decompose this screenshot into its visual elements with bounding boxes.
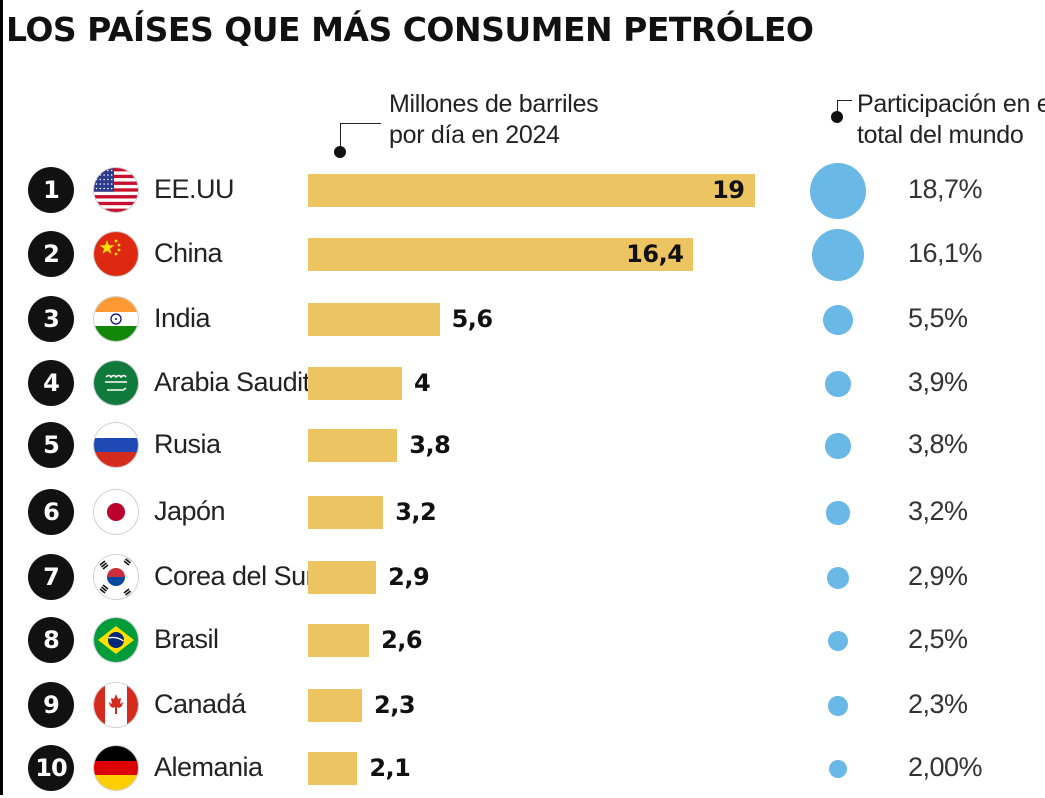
germany-flag-icon bbox=[94, 746, 138, 790]
bar-value-label: 3,8 bbox=[409, 431, 451, 459]
india-flag-icon bbox=[94, 297, 138, 341]
bar-mark bbox=[308, 752, 358, 785]
bar-value-label: 4 bbox=[414, 369, 431, 397]
rank-badge: 5 bbox=[28, 422, 74, 468]
share-value-label: 2,00% bbox=[908, 752, 983, 782]
table-row: 2 China 16,4 16,1% bbox=[0, 224, 1045, 284]
bar-mark bbox=[308, 496, 384, 529]
bar-label-line-1: Millones de barriles bbox=[389, 90, 599, 118]
share-bubble bbox=[826, 566, 850, 590]
country-name: Corea del Sur bbox=[154, 561, 315, 591]
bar-mark bbox=[308, 429, 398, 462]
bar-value-label: 2,6 bbox=[381, 626, 423, 654]
japan-flag-icon bbox=[94, 490, 138, 534]
country-name: EE.UU bbox=[154, 174, 235, 204]
bar-mark bbox=[308, 367, 402, 400]
share-bubble bbox=[810, 163, 866, 219]
country-name: Brasil bbox=[154, 624, 219, 654]
share-bubble bbox=[828, 696, 848, 716]
share-value-label: 3,9% bbox=[908, 367, 968, 397]
bar-value-label: 2,1 bbox=[369, 754, 411, 782]
us-flag-icon bbox=[94, 168, 138, 212]
bar-value-label: 2,3 bbox=[374, 691, 416, 719]
country-name: Japón bbox=[154, 496, 226, 526]
rank-badge: 3 bbox=[28, 296, 74, 342]
country-name: Rusia bbox=[154, 429, 221, 459]
share-bubble bbox=[828, 759, 848, 779]
table-row: 7 Corea del Sur 2,9 2,9% bbox=[0, 547, 1045, 607]
table-row: 4 Arabia Saudita 4 3,9% bbox=[0, 353, 1045, 413]
table-row: 5 Rusia 3,8 3,8% bbox=[0, 415, 1045, 475]
share-value-label: 2,3% bbox=[908, 689, 968, 719]
russia-flag-icon bbox=[94, 423, 138, 467]
share-bubble bbox=[812, 229, 864, 281]
left-border bbox=[0, 0, 3, 795]
bar-mark bbox=[308, 689, 363, 722]
rank-badge: 4 bbox=[28, 360, 74, 406]
share-label-dot bbox=[831, 111, 843, 123]
country-name: Alemania bbox=[154, 752, 263, 782]
table-row: 8 Brasil 2,6 2,5% bbox=[0, 610, 1045, 670]
table-row: 1 EE.UU 19 18,7% bbox=[0, 160, 1045, 220]
share-bubble bbox=[826, 501, 850, 525]
rank-badge: 10 bbox=[28, 745, 74, 791]
rank-badge: 7 bbox=[28, 554, 74, 600]
share-value-label: 5,5% bbox=[908, 303, 968, 333]
bar-label-dot bbox=[334, 146, 346, 158]
table-row: 10 Alemania 2,1 2,00% bbox=[0, 738, 1045, 798]
bar-label-leader bbox=[340, 123, 381, 154]
bar-value-label: 16,4 bbox=[626, 240, 684, 268]
country-name: China bbox=[154, 238, 223, 268]
saudi-arabia-flag-icon bbox=[94, 361, 138, 405]
country-name: India bbox=[154, 303, 211, 333]
bar-value-label: 5,6 bbox=[451, 305, 494, 333]
bar-value-label: 3,2 bbox=[395, 498, 437, 526]
rank-badge: 8 bbox=[28, 617, 74, 663]
share-label-leader bbox=[837, 100, 852, 119]
bar-mark bbox=[308, 624, 370, 657]
share-value-label: 3,8% bbox=[908, 429, 968, 459]
chart-title: LOS PAÍSES QUE MÁS CONSUMEN PETRÓLEO bbox=[6, 10, 814, 49]
share-label-line-2: total del mundo bbox=[857, 121, 1024, 149]
table-row: 3 India 5,6 5,5% bbox=[0, 289, 1045, 349]
bar-mark bbox=[308, 174, 755, 207]
bar-column-label: Millones de barriles por día en 2024 bbox=[389, 89, 599, 151]
bar-mark bbox=[308, 238, 694, 271]
bar-mark bbox=[308, 561, 377, 594]
share-value-label: 16,1% bbox=[908, 238, 983, 268]
bar-label-line-2: por día en 2024 bbox=[389, 121, 560, 149]
share-bubble bbox=[825, 371, 851, 397]
canada-flag-icon bbox=[94, 683, 138, 727]
south-korea-flag-icon bbox=[94, 555, 138, 599]
share-value-label: 2,5% bbox=[908, 624, 968, 654]
country-name: Arabia Saudita bbox=[154, 367, 325, 397]
rank-badge: 9 bbox=[28, 682, 74, 728]
share-value-label: 18,7% bbox=[908, 174, 983, 204]
rank-badge: 1 bbox=[28, 167, 74, 213]
share-label-line-1: Participación en el bbox=[857, 90, 1045, 118]
country-name: Canadá bbox=[154, 689, 246, 719]
share-bubble bbox=[825, 433, 851, 459]
share-bubble bbox=[822, 304, 854, 336]
bar-mark bbox=[308, 303, 440, 336]
share-value-label: 3,2% bbox=[908, 496, 968, 526]
rank-badge: 6 bbox=[28, 489, 74, 535]
share-bubble bbox=[827, 630, 849, 652]
rank-badge: 2 bbox=[28, 231, 74, 277]
china-flag-icon bbox=[94, 232, 138, 276]
share-column-label: Participación en el total del mundo bbox=[857, 89, 1045, 151]
share-value-label: 2,9% bbox=[908, 561, 968, 591]
table-row: 6 Japón 3,2 3,2% bbox=[0, 482, 1045, 542]
bar-value-label: 2,9 bbox=[388, 563, 430, 591]
table-row: 9 Canadá 2,3 2,3% bbox=[0, 675, 1045, 735]
brazil-flag-icon bbox=[94, 618, 138, 662]
bar-value-label: 19 bbox=[712, 176, 745, 204]
